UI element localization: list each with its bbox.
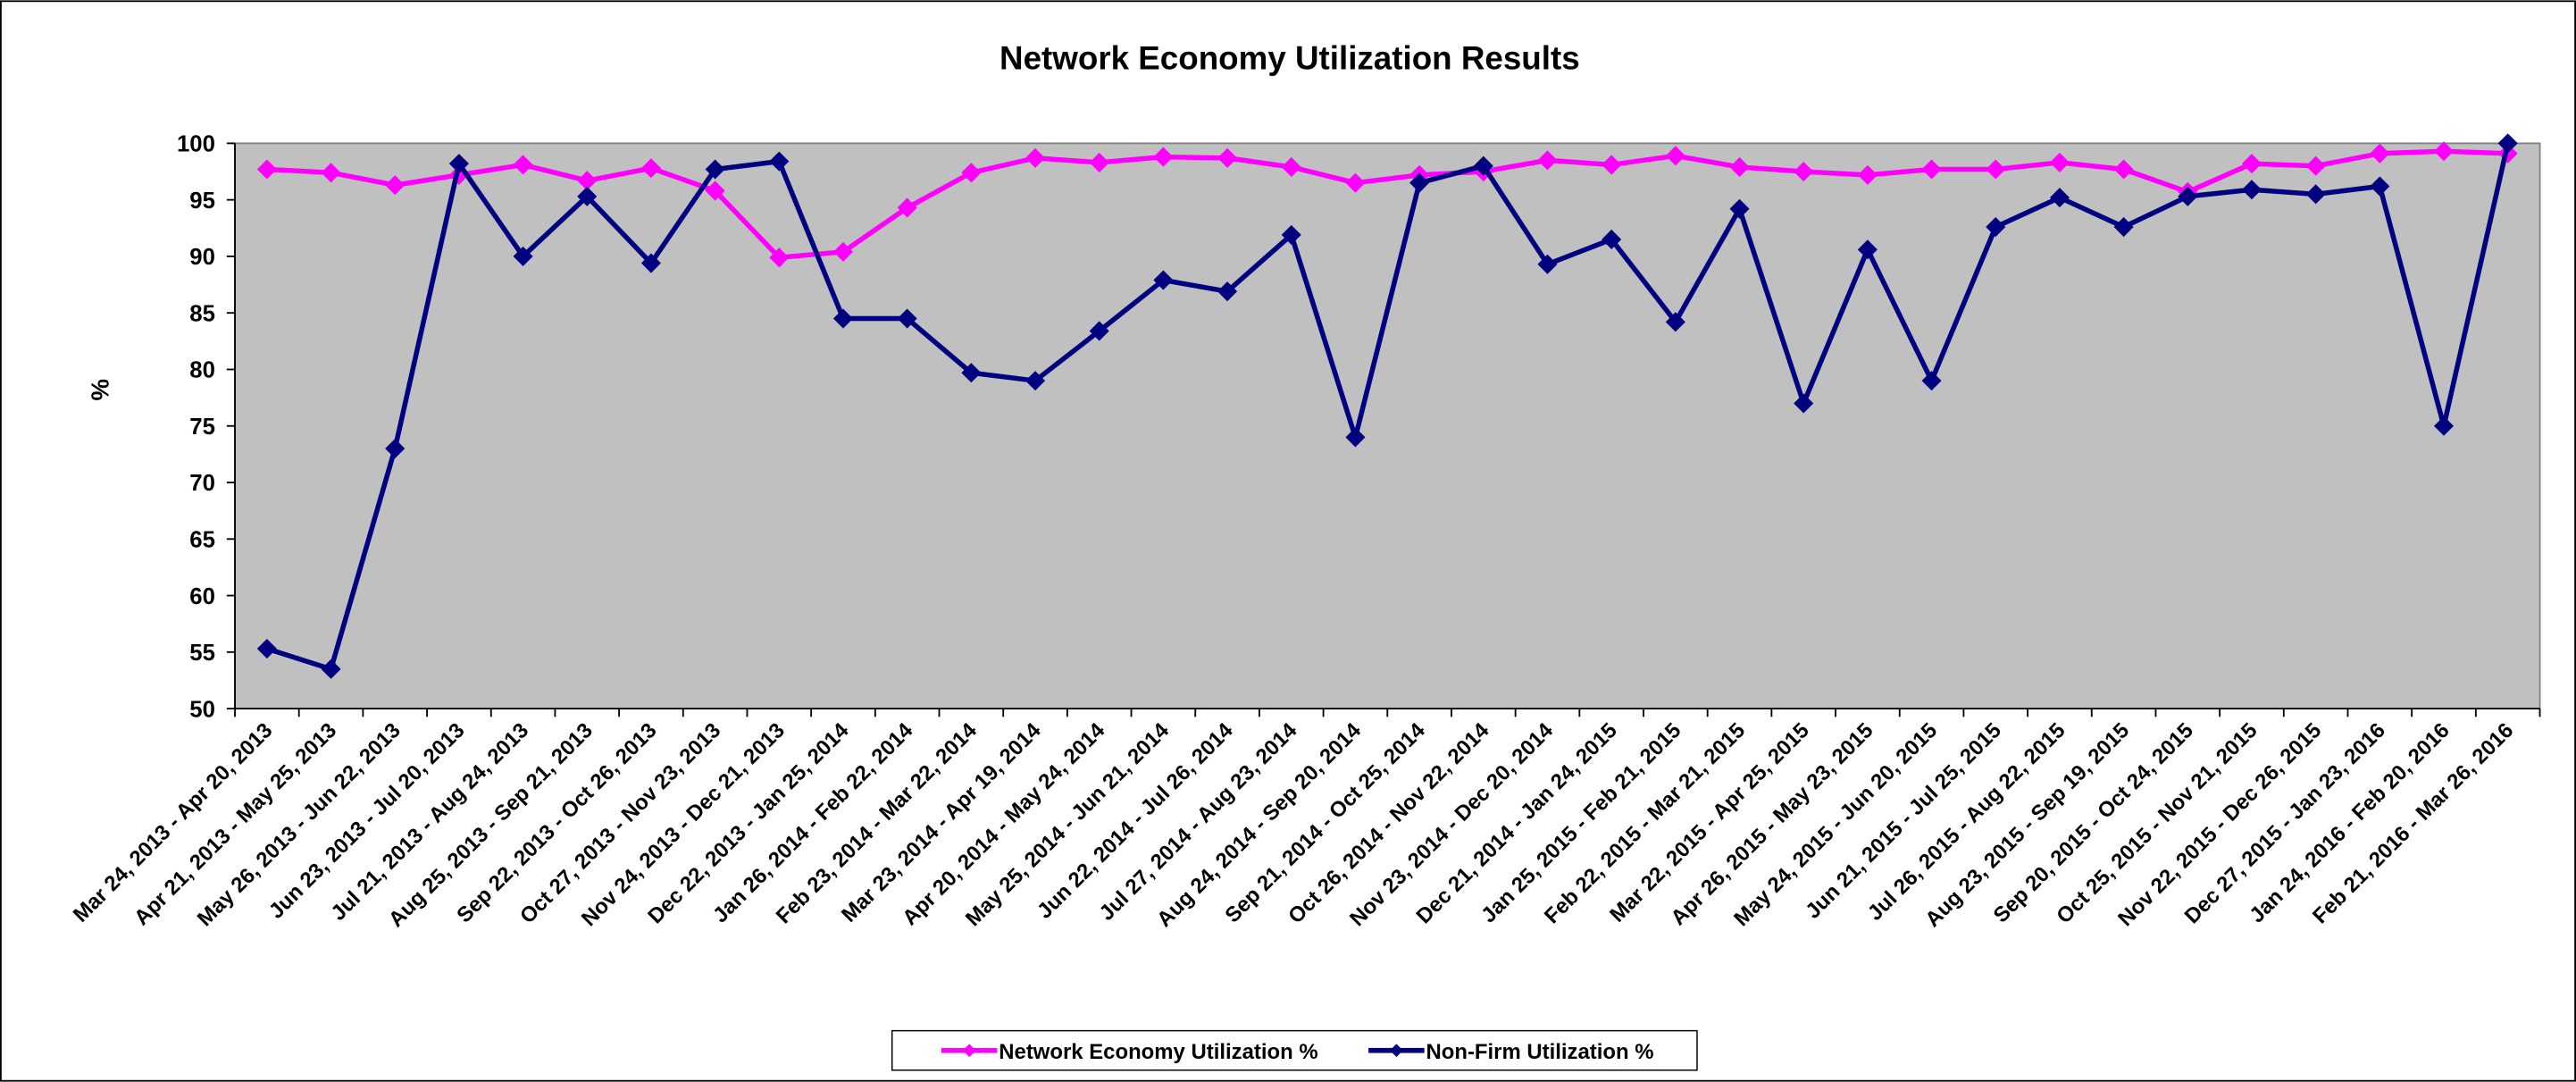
legend-marker bbox=[1390, 1044, 1403, 1058]
data-point bbox=[1986, 216, 2006, 238]
legend-label: Network Economy Utilization % bbox=[999, 1040, 1317, 1064]
y-axis-label: % bbox=[86, 379, 113, 401]
data-point bbox=[769, 247, 790, 268]
data-point bbox=[1729, 198, 1750, 219]
y-tick-label: 80 bbox=[189, 358, 215, 383]
data-point bbox=[321, 658, 341, 679]
y-tick-label: 75 bbox=[189, 415, 215, 440]
data-point bbox=[1794, 393, 1814, 414]
y-tick-label: 50 bbox=[189, 697, 215, 722]
data-point bbox=[2370, 143, 2390, 164]
y-tick-label: 60 bbox=[189, 584, 215, 609]
y-tick-label: 90 bbox=[189, 245, 215, 270]
plot-area bbox=[234, 142, 2541, 710]
chart-title: Network Economy Utilization Results bbox=[999, 40, 1580, 77]
data-point bbox=[2113, 216, 2134, 238]
y-tick-label: 100 bbox=[177, 132, 215, 157]
data-point bbox=[321, 163, 341, 183]
data-point bbox=[640, 253, 661, 273]
y-tick-label: 85 bbox=[189, 301, 215, 326]
data-point bbox=[2241, 180, 2262, 200]
data-point bbox=[897, 308, 917, 329]
y-tick-label: 55 bbox=[189, 641, 215, 666]
data-point bbox=[385, 439, 406, 459]
data-point bbox=[1921, 371, 1942, 391]
series-line bbox=[266, 148, 2508, 260]
data-point bbox=[2433, 415, 2455, 436]
data-point bbox=[961, 163, 982, 183]
data-point bbox=[1602, 155, 1622, 175]
y-tick-label: 65 bbox=[189, 527, 215, 552]
y-tick-label: 70 bbox=[189, 471, 215, 496]
data-point bbox=[832, 241, 854, 262]
y-tick-label: 95 bbox=[189, 189, 215, 214]
data-point bbox=[1409, 172, 1430, 193]
data-point bbox=[640, 158, 661, 179]
data-point bbox=[1665, 312, 1685, 332]
data-point bbox=[1153, 147, 1174, 167]
legend-marker bbox=[962, 1044, 976, 1058]
series-line bbox=[266, 142, 2511, 672]
data-point bbox=[832, 308, 854, 329]
legend-label: Non-Firm Utilization % bbox=[1426, 1040, 1654, 1064]
legend-box bbox=[891, 1029, 1698, 1071]
data-point bbox=[2433, 141, 2455, 162]
data-point bbox=[1729, 156, 1750, 178]
data-point bbox=[705, 180, 725, 201]
data-point bbox=[769, 151, 790, 172]
